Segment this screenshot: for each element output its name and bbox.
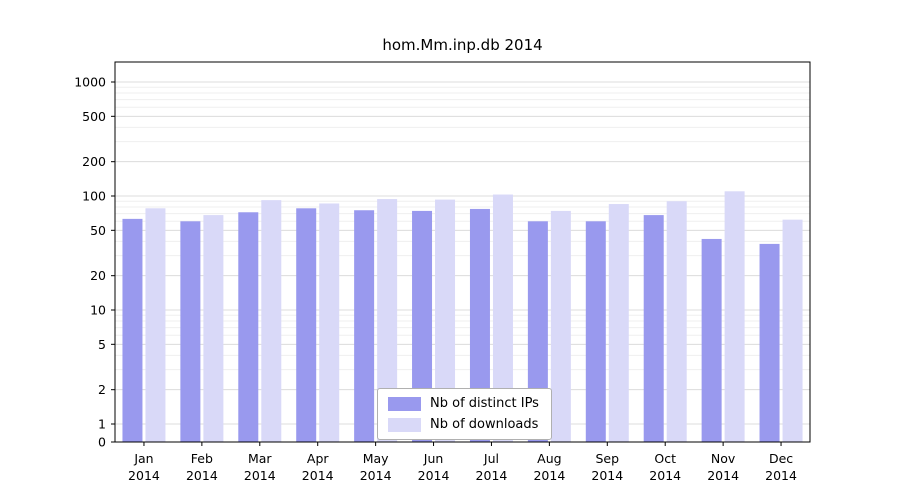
y-tick-label: 50 — [90, 223, 106, 238]
bar-distinct-ips — [412, 210, 433, 442]
x-tick-label: Jan 2014 — [128, 451, 160, 483]
legend-label-distinct-ips: Nb of distinct IPs — [430, 396, 539, 411]
bar-distinct-ips — [701, 238, 722, 442]
bar-distinct-ips — [354, 210, 375, 442]
legend-item-downloads: Nb of downloads — [388, 417, 539, 432]
bar-downloads — [261, 200, 282, 442]
x-tick-label: Apr 2014 — [302, 451, 334, 483]
bar-downloads — [203, 215, 224, 442]
bar-distinct-ips — [759, 243, 780, 442]
x-tick-label: Feb 2014 — [186, 451, 218, 483]
y-tick-label: 1000 — [74, 75, 106, 90]
y-tick-label: 200 — [82, 154, 106, 169]
bar-distinct-ips — [527, 221, 548, 442]
bar-distinct-ips — [585, 221, 606, 442]
plot-frame — [114, 61, 811, 443]
y-tick-label: 1 — [98, 417, 106, 432]
x-tick-label: Nov 2014 — [707, 451, 739, 483]
bar-distinct-ips — [238, 212, 259, 442]
bar-distinct-ips — [469, 208, 490, 442]
bar-distinct-ips — [180, 221, 201, 442]
bar-distinct-ips — [296, 208, 317, 442]
bar-downloads — [608, 204, 629, 442]
legend-label-downloads: Nb of downloads — [430, 417, 539, 432]
bar-downloads — [550, 210, 571, 442]
bar-distinct-ips — [643, 215, 664, 442]
chart-title: hom.Mm.inp.db 2014 — [382, 36, 543, 54]
y-tick-label: 2 — [98, 382, 106, 397]
x-tick-label: Dec 2014 — [765, 451, 797, 483]
legend-swatch-distinct-ips — [388, 396, 421, 411]
bar-downloads — [666, 201, 687, 442]
chart-legend: Nb of distinct IPs Nb of downloads — [377, 388, 552, 440]
bar-downloads — [435, 199, 456, 442]
x-tick-label: Jun 2014 — [418, 451, 450, 483]
bar-distinct-ips — [122, 218, 143, 442]
legend-swatch-downloads — [388, 417, 421, 432]
x-tick-label: Mar 2014 — [244, 451, 276, 483]
y-tick-label: 100 — [82, 189, 106, 204]
y-tick-label: 10 — [90, 303, 106, 318]
bar-downloads — [782, 219, 803, 442]
y-tick-label: 5 — [98, 337, 106, 352]
x-tick-label: Jul 2014 — [476, 451, 508, 483]
x-tick-label: May 2014 — [360, 451, 392, 483]
y-tick-label: 20 — [90, 268, 106, 283]
x-tick-label: Sep 2014 — [591, 451, 623, 483]
bar-downloads — [145, 208, 166, 442]
bar-downloads — [724, 191, 745, 442]
x-tick-label: Aug 2014 — [533, 451, 565, 483]
bar-downloads — [319, 203, 340, 442]
x-tick-label: Oct 2014 — [649, 451, 681, 483]
y-tick-label: 0 — [98, 435, 106, 450]
bar-downloads — [492, 194, 513, 442]
legend-item-distinct-ips: Nb of distinct IPs — [388, 396, 539, 411]
y-tick-label: 500 — [82, 109, 106, 124]
bar-downloads — [377, 199, 398, 442]
